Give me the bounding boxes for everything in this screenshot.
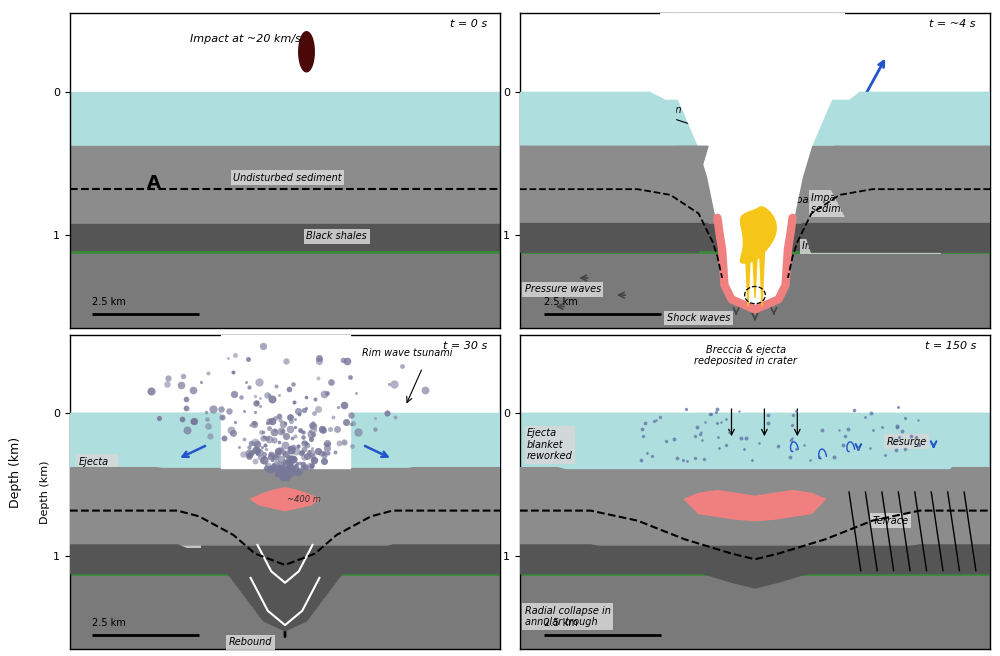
Text: ~400 m: ~400 m (287, 495, 321, 504)
Text: t = 0 s: t = 0 s (450, 20, 487, 30)
Polygon shape (752, 242, 758, 298)
Text: Impact melt/breccia/suevite: Impact melt/breccia/suevite (802, 241, 939, 251)
Polygon shape (835, 92, 990, 146)
Text: Transient crater
depth >1 km: Transient crater depth >1 km (525, 153, 602, 174)
Text: Ejecta
blanket
reworked: Ejecta blanket reworked (527, 428, 573, 461)
Bar (70, 545, 500, 573)
Text: t = 150 s: t = 150 s (925, 341, 976, 351)
Polygon shape (684, 491, 826, 521)
Text: 2.5 km: 2.5 km (544, 297, 577, 306)
Bar (520, 545, 990, 573)
Text: Undisturbed sediment: Undisturbed sediment (233, 173, 342, 183)
Bar (70, 92, 500, 146)
Bar (70, 252, 500, 328)
Polygon shape (821, 13, 858, 99)
Text: D: D (605, 495, 620, 513)
Polygon shape (520, 468, 990, 545)
Polygon shape (826, 146, 990, 224)
Text: Ejecta curtain
(water): Ejecta curtain (water) (721, 23, 789, 45)
Polygon shape (745, 242, 751, 306)
Text: Rim wave tsunami: Rim wave tsunami (362, 348, 453, 358)
Text: Central uplift
~400 m: Central uplift ~400 m (134, 524, 198, 546)
Bar (520, 413, 990, 468)
Polygon shape (759, 242, 765, 306)
Polygon shape (350, 413, 500, 468)
Polygon shape (251, 487, 319, 510)
Text: 2.5 km: 2.5 km (544, 618, 577, 628)
Polygon shape (802, 224, 990, 252)
Bar (520, 146, 990, 224)
Bar (520, 573, 990, 649)
Bar (70, 573, 500, 649)
Polygon shape (652, 13, 689, 99)
Text: Ejecta
blanket: Ejecta blanket (79, 457, 115, 478)
Bar (70, 224, 500, 252)
Polygon shape (220, 335, 350, 468)
Text: A: A (147, 174, 161, 192)
Polygon shape (520, 545, 990, 588)
Text: 2.5 km: 2.5 km (92, 618, 125, 628)
Bar (520, 252, 990, 328)
Polygon shape (70, 413, 220, 468)
Text: Radial collapse in
annular trough: Radial collapse in annular trough (525, 605, 611, 627)
Polygon shape (520, 146, 708, 224)
Bar (520, 92, 990, 146)
Text: Black shales: Black shales (306, 232, 367, 241)
Text: Pressure waves: Pressure waves (525, 284, 601, 295)
Text: Impact at ~20 km/s: Impact at ~20 km/s (190, 33, 301, 44)
Text: Impactor, water and
sediment vaporises: Impactor, water and sediment vaporises (811, 193, 910, 215)
Polygon shape (520, 92, 675, 146)
Text: Ejecta curtain: Ejecta curtain (614, 106, 697, 127)
Text: Fireball: Fireball (778, 195, 815, 205)
Polygon shape (70, 468, 500, 545)
Text: Terrace: Terrace (872, 516, 909, 525)
Text: Breccia & ejecta
redeposited in crater: Breccia & ejecta redeposited in crater (694, 344, 797, 366)
Polygon shape (299, 31, 314, 72)
Text: t = 30 s: t = 30 s (443, 341, 487, 351)
Polygon shape (70, 545, 500, 631)
Bar (520, 468, 990, 545)
Text: t = ~4 s: t = ~4 s (929, 20, 976, 30)
Text: 2.5 km: 2.5 km (92, 297, 125, 306)
Polygon shape (520, 224, 708, 252)
Text: Depth (km): Depth (km) (8, 437, 22, 508)
Text: C: C (147, 495, 161, 513)
Text: Resurge: Resurge (887, 437, 927, 447)
Bar (520, 413, 990, 468)
Text: Shock waves: Shock waves (667, 313, 730, 323)
Bar (70, 468, 500, 545)
Text: B: B (605, 174, 618, 192)
Text: Rebound: Rebound (229, 637, 272, 647)
Bar (70, 413, 500, 468)
Bar (520, 224, 990, 252)
Bar (70, 146, 500, 224)
Polygon shape (675, 13, 835, 310)
Polygon shape (741, 207, 776, 263)
Y-axis label: Depth (km): Depth (km) (40, 461, 50, 523)
